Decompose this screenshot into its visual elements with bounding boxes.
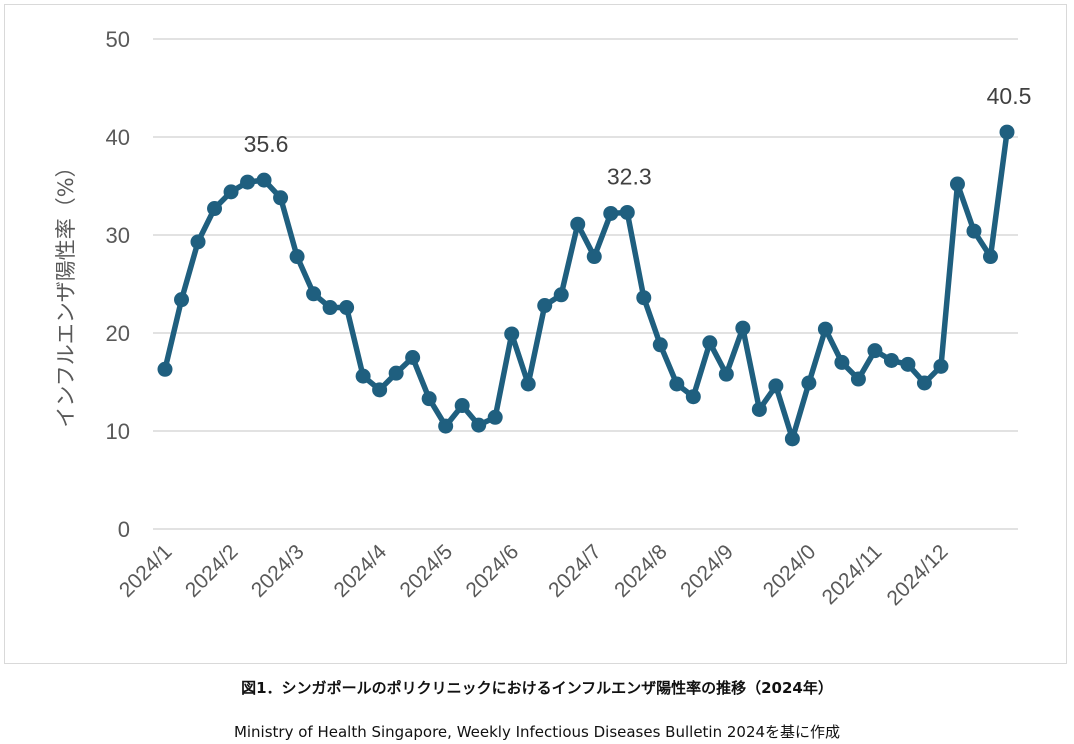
data-point (685, 389, 701, 405)
data-point (174, 292, 190, 308)
data-point (405, 350, 421, 365)
data-point (570, 216, 586, 232)
data-point (603, 205, 619, 221)
x-tick-label: 2024/12 (883, 540, 953, 610)
data-point (966, 223, 982, 239)
chart-frame: 0 10 20 30 40 50 インフルエンザ陽性率（%） 2024/1 2024/2 2024… (4, 4, 1067, 664)
data-point (718, 366, 734, 382)
data-point (768, 378, 784, 394)
data-point (702, 335, 718, 351)
x-tick-label: 2024/1 (115, 540, 177, 602)
data-point (652, 337, 668, 353)
data-point (850, 371, 866, 387)
source-caption: Ministry of Health Singapore, Weekly Inf… (233, 723, 841, 741)
data-point (289, 249, 305, 265)
data-point (372, 382, 388, 398)
x-tick-label: 2024/7 (544, 540, 606, 602)
y-tick-label: 0 (118, 517, 130, 542)
data-point (438, 418, 454, 434)
y-axis-label: インフルエンザ陽性率（%） (54, 156, 78, 427)
data-point (933, 358, 949, 374)
data-point (949, 176, 965, 192)
data-point (273, 190, 289, 206)
y-tick-label: 30 (106, 223, 130, 248)
data-point (900, 356, 916, 372)
data-label: 35.6 (244, 131, 289, 157)
y-tick-label: 20 (106, 321, 130, 346)
data-point (669, 376, 685, 392)
data-label: 40.5 (987, 83, 1032, 109)
y-tick-label: 50 (106, 27, 130, 52)
data-point (537, 298, 553, 314)
data-point (982, 249, 998, 265)
data-point (504, 326, 520, 342)
data-point (190, 234, 206, 250)
data-point (471, 417, 487, 433)
x-tick-label: 2024/6 (462, 540, 524, 602)
x-tick-label: 2024/8 (610, 540, 672, 602)
x-tick-label: 2024/0 (759, 540, 821, 602)
data-point (553, 287, 569, 303)
series-line (162, 129, 1010, 442)
data-point (306, 286, 322, 302)
data-point (784, 431, 800, 447)
data-point (157, 361, 173, 377)
data-point (339, 300, 355, 316)
x-tick-label: 2024/5 (396, 540, 458, 602)
data-point (322, 300, 338, 316)
x-tick-label: 2024/3 (247, 540, 309, 602)
data-point (883, 352, 899, 368)
data-point (520, 376, 536, 392)
data-point (355, 368, 371, 384)
data-point (801, 375, 817, 391)
y-tick-label: 10 (106, 419, 130, 444)
data-point (421, 391, 437, 407)
data-point (207, 201, 223, 217)
x-tick-label: 2024/11 (818, 540, 887, 609)
data-point (223, 184, 239, 200)
data-point (735, 320, 751, 336)
data-point (636, 290, 652, 306)
data-point (619, 204, 635, 220)
data-point (487, 409, 503, 425)
x-tick-label: 2024/9 (676, 540, 738, 602)
x-tick-label: 2024/2 (181, 540, 243, 602)
figure-caption: 図1．シンガポールのポリクリニックにおけるインフルエンザ陽性率の推移（2024年… (241, 679, 833, 697)
data-point (999, 124, 1015, 140)
data-point (454, 398, 470, 414)
data-point (388, 365, 404, 381)
data-point (586, 249, 602, 265)
data-point (916, 375, 932, 391)
data-label: 32.3 (607, 163, 652, 189)
data-point (256, 172, 272, 188)
data-point (867, 343, 883, 359)
data-point (817, 321, 833, 337)
x-tick-label: 2024/4 (329, 540, 391, 602)
data-point (834, 354, 850, 370)
y-tick-label: 40 (106, 125, 130, 150)
data-point (240, 174, 256, 190)
data-point (751, 401, 767, 417)
